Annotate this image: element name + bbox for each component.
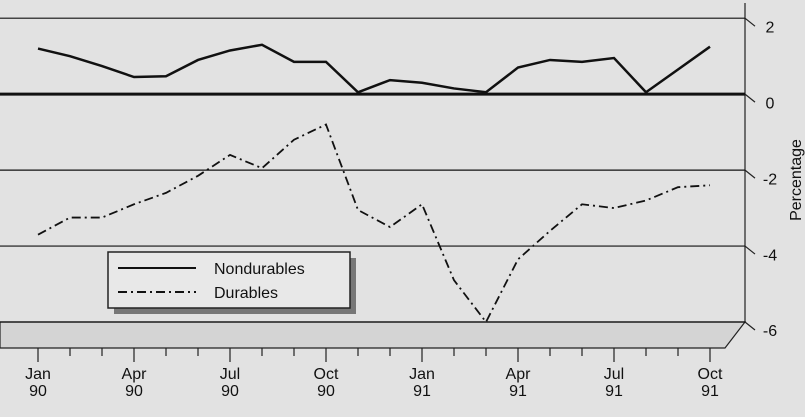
y-tick — [744, 93, 756, 103]
axis-floor — [0, 321, 747, 349]
legend-label: Durables — [214, 285, 278, 302]
legend-box — [107, 251, 351, 309]
x-tick-label: Oct 90 — [313, 366, 339, 400]
y-tick-label: -2 — [763, 171, 777, 188]
legend: Nondurables Durables — [107, 251, 356, 314]
y-tick-label: -6 — [763, 323, 777, 340]
y-tick-label: 0 — [766, 95, 775, 112]
x-tick-label: Jul 90 — [219, 366, 241, 400]
x-tick-label: Oct 91 — [697, 366, 723, 400]
x-tick-label: Apr 91 — [505, 366, 531, 400]
x-tick-label: Jan 90 — [25, 366, 51, 400]
x-tick-label: Jan 91 — [409, 366, 435, 400]
y-axis-label: Percentage — [788, 139, 805, 221]
series-line — [37, 43, 711, 94]
legend-label: Nondurables — [214, 261, 305, 278]
y-tick-label: 2 — [766, 19, 775, 36]
series-line — [37, 123, 711, 324]
y-tick-label: -4 — [763, 247, 777, 264]
y-tick — [744, 17, 756, 27]
x-tick-label: Apr 90 — [121, 366, 147, 400]
y-tick — [744, 169, 756, 179]
y-tick — [744, 321, 756, 331]
y-tick — [744, 245, 756, 255]
x-tick-label: Jul 91 — [603, 366, 625, 400]
